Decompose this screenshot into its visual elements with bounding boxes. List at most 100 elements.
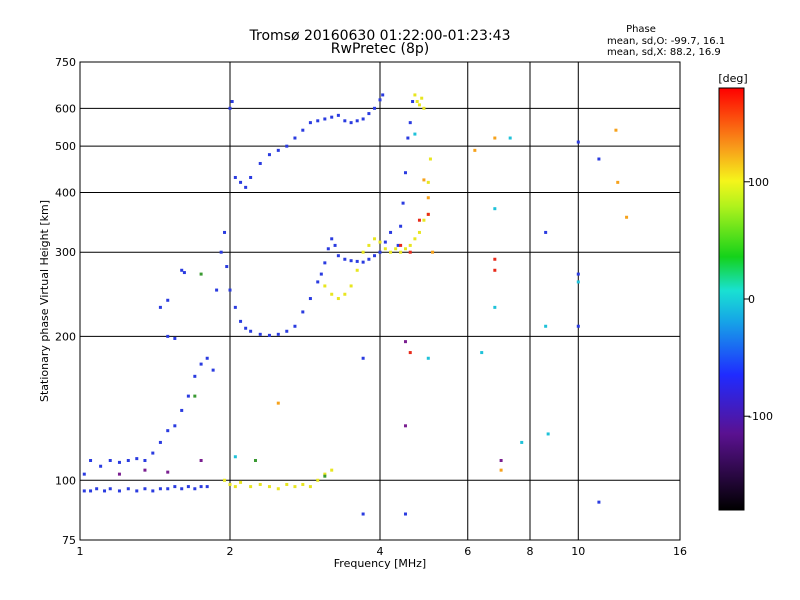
- data-point: [228, 482, 232, 486]
- data-point: [239, 319, 243, 323]
- y-tick-label: 200: [55, 330, 76, 343]
- data-point: [403, 247, 407, 251]
- data-point: [199, 485, 203, 489]
- data-point: [576, 324, 580, 328]
- data-point: [367, 257, 371, 261]
- data-point: [428, 157, 432, 161]
- y-tick-label: 300: [55, 246, 76, 259]
- data-point: [323, 261, 327, 265]
- data-point: [403, 424, 407, 428]
- data-point: [373, 106, 377, 110]
- data-point: [143, 468, 147, 472]
- x-tick-label: 2: [227, 545, 234, 558]
- data-point: [166, 298, 170, 302]
- data-point: [389, 230, 393, 234]
- data-point: [186, 485, 190, 489]
- data-point: [373, 254, 377, 258]
- data-point: [394, 247, 398, 251]
- x-tick-labels: 1 2 4 6 8 10 16: [77, 545, 688, 558]
- data-point: [323, 472, 327, 476]
- data-point: [426, 180, 430, 184]
- data-point: [249, 175, 253, 179]
- data-point: [415, 100, 419, 104]
- data-point: [431, 250, 435, 254]
- data-point: [326, 247, 330, 251]
- data-point: [151, 451, 155, 455]
- data-point: [330, 292, 334, 296]
- data-point: [108, 487, 112, 491]
- data-point: [378, 250, 382, 254]
- data-point: [544, 324, 548, 328]
- data-point: [508, 136, 512, 140]
- data-point: [233, 305, 237, 309]
- data-point: [616, 180, 620, 184]
- data-point: [316, 478, 320, 482]
- data-point: [493, 268, 497, 272]
- data-point: [308, 121, 312, 125]
- data-point: [180, 268, 184, 272]
- data-point: [126, 458, 130, 462]
- data-point: [103, 489, 107, 493]
- data-point: [403, 340, 407, 344]
- data-point: [361, 250, 365, 254]
- data-point: [422, 106, 426, 110]
- data-point: [349, 259, 353, 263]
- data-point: [199, 458, 203, 462]
- y-tick-label: 500: [55, 140, 76, 153]
- data-point: [316, 280, 320, 284]
- data-point: [258, 482, 262, 486]
- x-tick-label: 10: [571, 545, 585, 558]
- data-point: [253, 458, 257, 462]
- colorbar-tick-label: -100: [748, 410, 773, 423]
- data-point: [267, 333, 271, 337]
- chart-title: Tromsø 20160630 01:22:00-01:23:43: [249, 28, 511, 44]
- data-point: [276, 401, 280, 405]
- y-tick-label: 75: [62, 534, 76, 547]
- data-point: [408, 250, 412, 254]
- data-point: [417, 230, 421, 234]
- data-point: [417, 218, 421, 222]
- colorbar-tick-label: 0: [748, 293, 755, 306]
- stats-line-x: mean, sd,X: 88.2, 16.9: [607, 47, 721, 58]
- data-point: [426, 356, 430, 360]
- data-point: [378, 98, 382, 102]
- data-point: [493, 207, 497, 211]
- data-point: [166, 470, 170, 474]
- data-point: [413, 93, 417, 97]
- data-point: [233, 175, 237, 179]
- data-point: [293, 136, 297, 140]
- data-point: [408, 243, 412, 247]
- data-point: [493, 257, 497, 261]
- data-point: [205, 485, 209, 489]
- data-point: [82, 472, 86, 476]
- data-point: [267, 485, 271, 489]
- data-point: [89, 489, 93, 493]
- data-point: [186, 394, 190, 398]
- data-point: [267, 153, 271, 157]
- data-point: [576, 140, 580, 144]
- data-point: [316, 119, 320, 123]
- data-point: [420, 96, 424, 100]
- data-point: [413, 132, 417, 136]
- colorbar: [718, 87, 745, 511]
- data-point: [343, 257, 347, 261]
- data-point: [499, 468, 503, 472]
- data-point: [378, 240, 382, 244]
- data-point: [233, 485, 237, 489]
- data-point: [276, 148, 280, 152]
- data-point: [276, 487, 280, 491]
- data-point: [308, 297, 312, 301]
- x-tick-label: 4: [377, 545, 384, 558]
- data-point: [396, 243, 400, 247]
- data-point: [330, 115, 334, 119]
- data-point: [520, 440, 524, 444]
- data-point: [576, 272, 580, 276]
- data-point: [361, 117, 365, 121]
- data-point: [399, 250, 403, 254]
- data-point: [166, 429, 170, 433]
- data-point: [323, 474, 327, 478]
- data-point: [361, 512, 365, 516]
- data-point: [408, 121, 412, 125]
- y-axis-label: Stationary phase Virtual Height [km]: [38, 200, 51, 402]
